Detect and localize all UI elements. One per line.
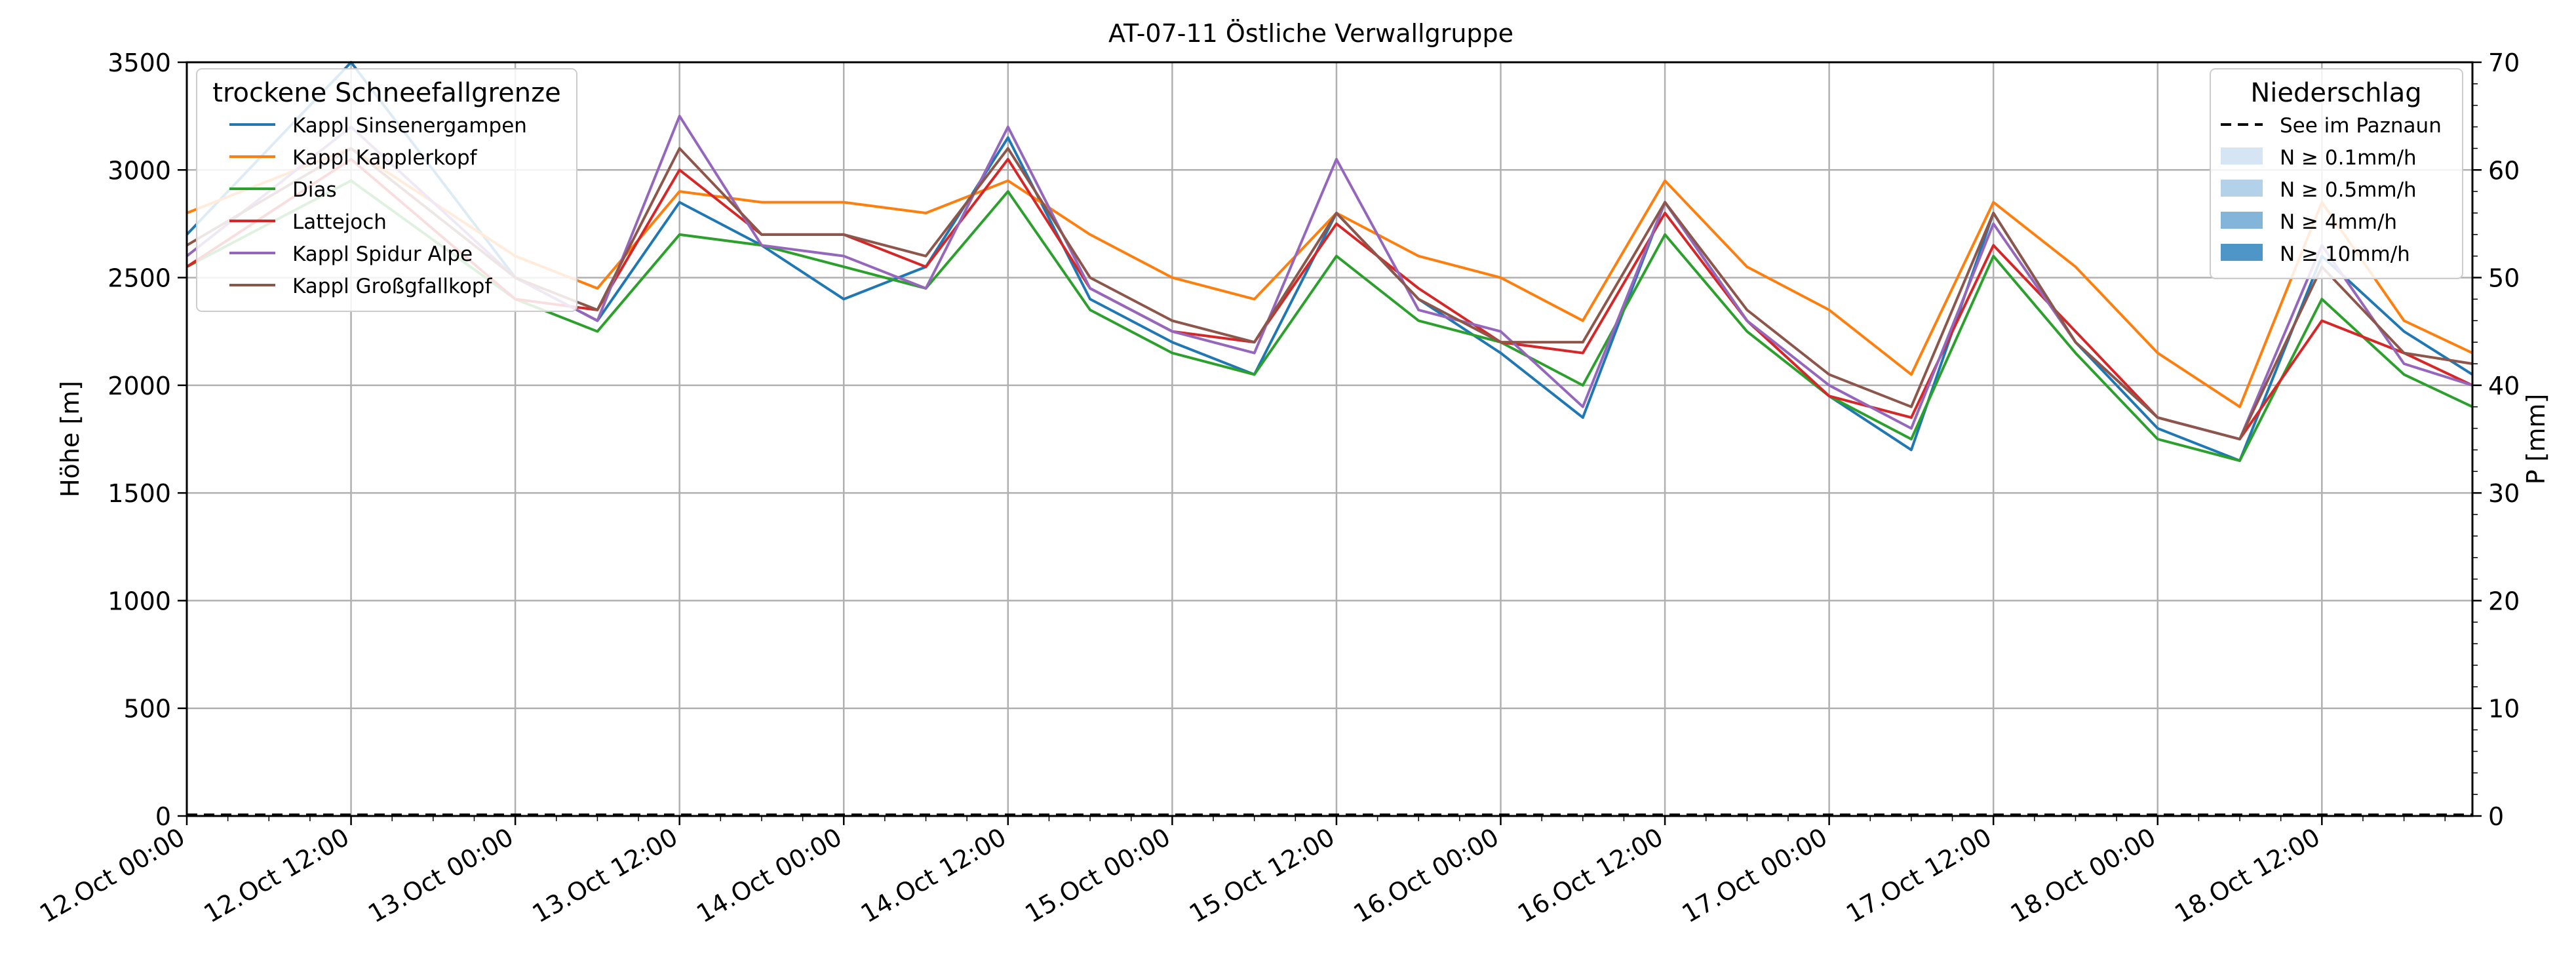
legend-left-label: Kappl Spidur Alpe [292, 242, 473, 266]
y-axis-label: Höhe [m] [56, 381, 85, 497]
y-right-tick-label: 60 [2488, 156, 2520, 185]
x-tick-label: 12.Oct 12:00 [199, 823, 355, 929]
legend-left-title: trockene Schneefallgrenze [212, 78, 560, 108]
legend-right-items: See im Paznaun N ≥ 0.1mm/h N ≥ 0.5mm/h N ≥ … [2221, 114, 2442, 266]
x-tick-label: 13.Oct 00:00 [363, 823, 518, 929]
y-right-tick-label: 70 [2488, 48, 2520, 77]
legend-right-label: N ≥ 0.1mm/h [2280, 146, 2417, 170]
legend-left-label: Dias [292, 178, 337, 202]
series-line-5 [185, 147, 2473, 440]
legend-right-label: N ≥ 4mm/h [2280, 210, 2397, 234]
legend-left-label: Kappl Kapplerkopf [292, 146, 478, 170]
y-right-tick-label: 50 [2488, 264, 2520, 293]
y-right-tick-label: 30 [2488, 479, 2520, 508]
x-tick-label: 18.Oct 12:00 [2170, 823, 2325, 929]
x-tick-label: 17.Oct 00:00 [1677, 823, 1833, 929]
y-tick-label: 0 [155, 802, 171, 831]
legend-right-label: See im Paznaun [2280, 114, 2442, 138]
legend-left: trockene Schneefallgrenze Kappl Sinsener… [196, 68, 577, 312]
legend-left-label: Lattejoch [292, 210, 387, 234]
legend-right-box [2210, 68, 2463, 279]
x-axis: 12.Oct 00:00 12.Oct 12:00 13.Oct 00:00 13.O… [35, 816, 2446, 929]
legend-right-swatch [2221, 147, 2263, 165]
legend-right-title: Niederschlag [2250, 78, 2421, 108]
x-tick-label: 12.Oct 00:00 [35, 823, 190, 929]
x-tick-label: 15.Oct 00:00 [1020, 823, 1175, 929]
y-axis-left: 0 500 1000 1500 2000 2500 3000 3500 [107, 48, 187, 831]
x-tick-label: 14.Oct 12:00 [856, 823, 1011, 929]
x-tick-label: 13.Oct 12:00 [528, 823, 683, 929]
y-right-tick-label: 0 [2488, 802, 2504, 831]
y-tick-label: 1000 [107, 587, 171, 615]
y-tick-label: 3000 [107, 156, 171, 185]
legend-left-items: Kappl Sinsenergampen Kappl Kapplerkopf Dia… [229, 114, 527, 298]
x-tick-label: 16.Oct 12:00 [1513, 823, 1668, 929]
x-tick-label: 18.Oct 00:00 [2006, 823, 2161, 929]
legend-right-label: N ≥ 10mm/h [2280, 242, 2410, 266]
legend-right-swatch [2221, 244, 2263, 261]
x-tick-label: 16.Oct 00:00 [1348, 823, 1504, 929]
y-right-tick-label: 40 [2488, 372, 2520, 400]
series-line-3 [185, 157, 2473, 440]
y-tick-label: 1500 [107, 479, 171, 508]
y-tick-label: 500 [123, 695, 171, 724]
chart-title: AT-07-11 Östliche Verwallgruppe [1108, 19, 1513, 48]
legend-right-swatch [2221, 180, 2263, 197]
y-right-tick-label: 10 [2488, 695, 2520, 724]
legend-left-label: Kappl Sinsenergampen [292, 114, 527, 138]
x-tick-label: 14.Oct 00:00 [692, 823, 847, 929]
y-tick-label: 2500 [107, 264, 171, 293]
y-right-tick-label: 20 [2488, 587, 2520, 615]
legend-right-label: N ≥ 0.5mm/h [2280, 178, 2417, 202]
x-tick-label: 17.Oct 12:00 [1841, 823, 1997, 929]
y-tick-label: 2000 [107, 372, 171, 400]
series-line-2 [186, 179, 2473, 462]
y-tick-label: 3500 [107, 48, 171, 77]
legend-right: Niederschlag See im Paznaun N ≥ 0.1mm/h N … [2210, 68, 2463, 279]
series-line-1 [186, 147, 2473, 408]
x-tick-label: 15.Oct 12:00 [1184, 823, 1340, 929]
y-axis-label-right: P [mm] [2522, 394, 2550, 485]
plot-frame [185, 61, 2474, 817]
legend-right-swatch [2221, 212, 2263, 229]
legend-left-box [196, 68, 577, 312]
legend-left-label: Kappl Großgfallkopf [292, 275, 492, 298]
y-axis-right: 0 10 20 30 40 50 60 70 [2472, 48, 2520, 831]
series-lines [185, 61, 2474, 462]
